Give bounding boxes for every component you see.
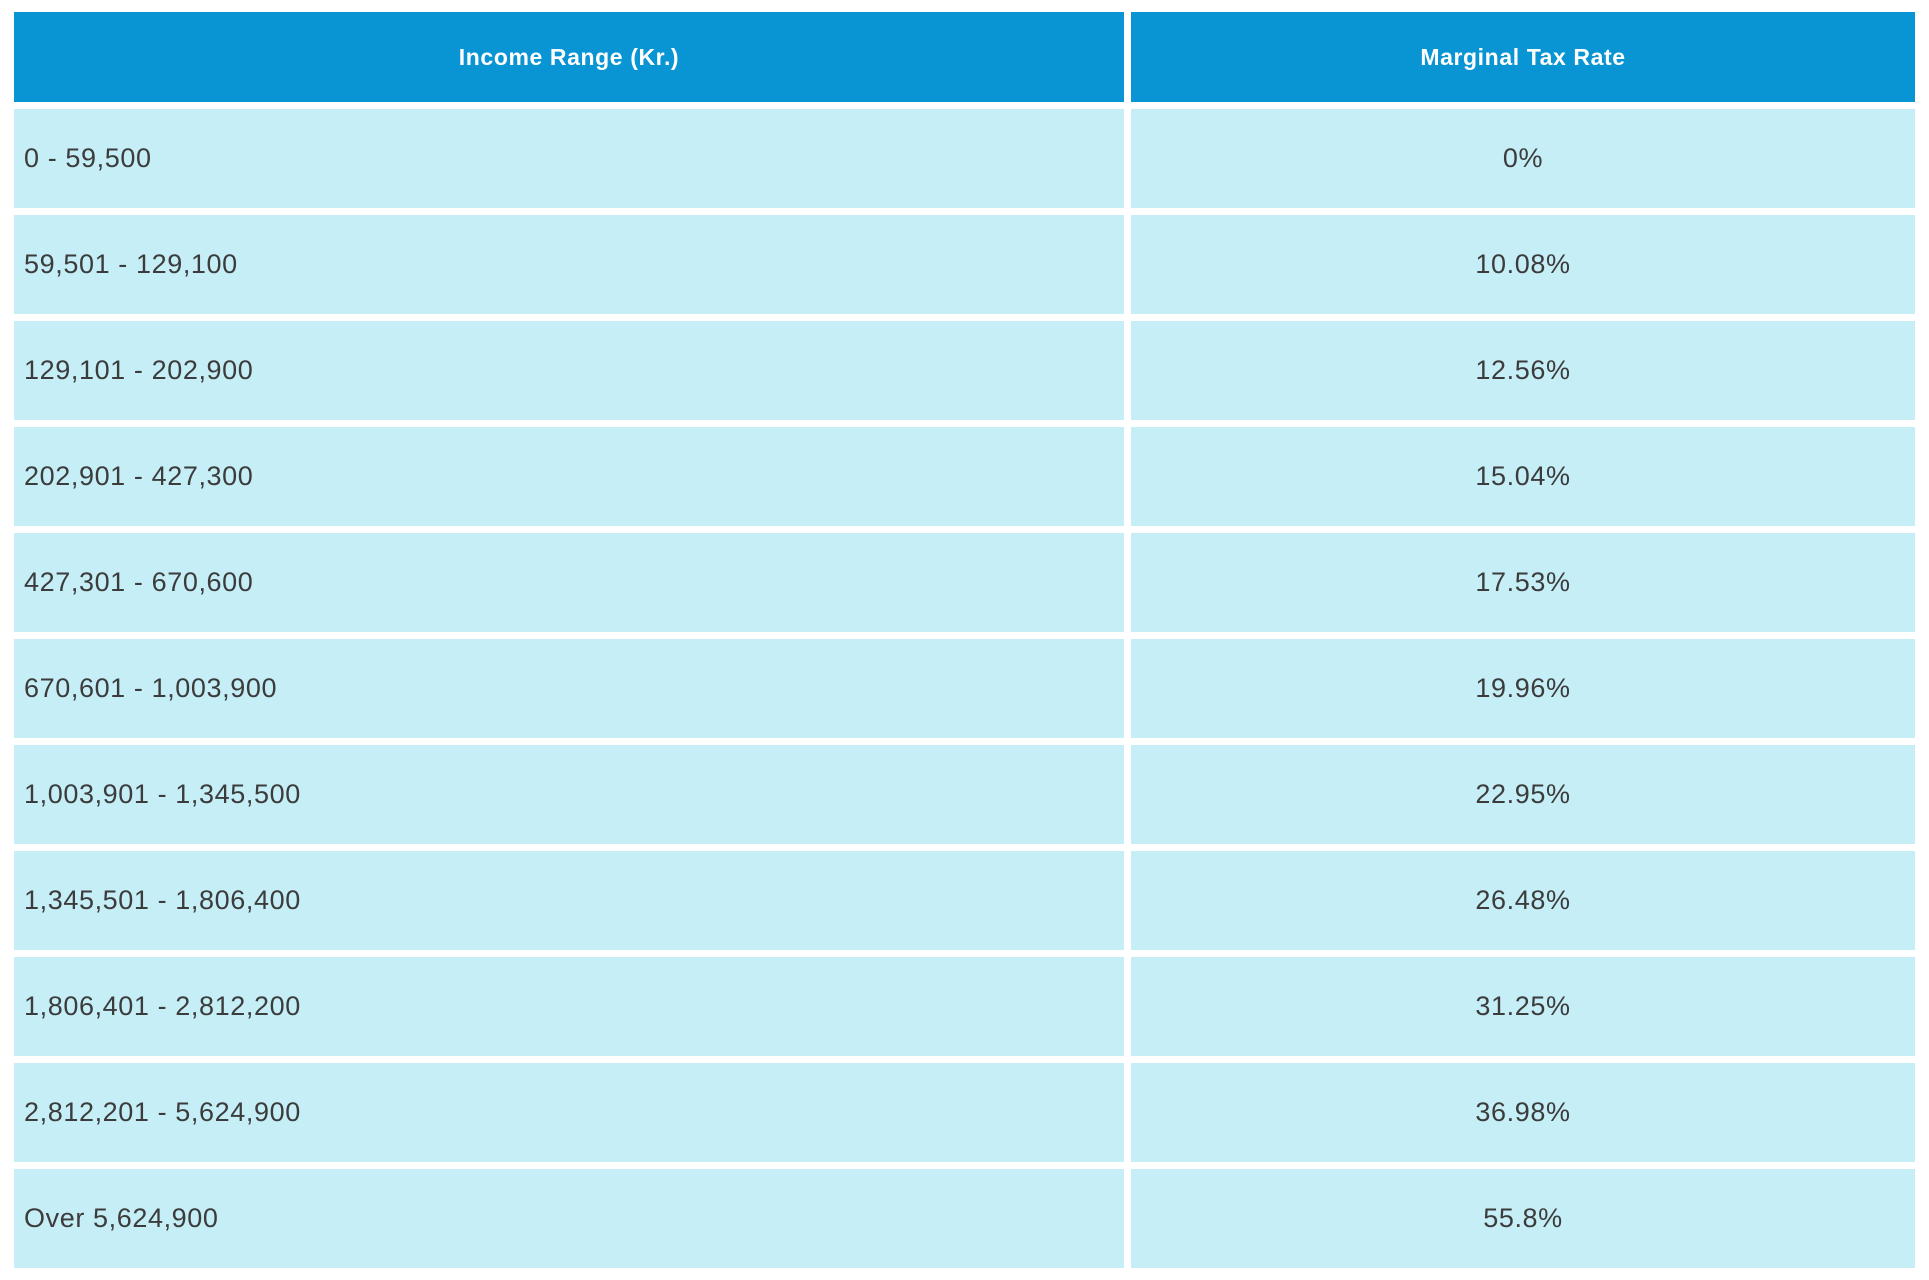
table-row: 202,901 - 427,300 15.04% bbox=[14, 427, 1915, 526]
header-row: Income Range (Kr.) Marginal Tax Rate bbox=[14, 12, 1915, 102]
tax-rate-cell: 19.96% bbox=[1131, 639, 1915, 738]
tax-rate-cell: 0% bbox=[1131, 109, 1915, 208]
table-row: 0 - 59,500 0% bbox=[14, 109, 1915, 208]
income-range-cell: 1,806,401 - 2,812,200 bbox=[14, 957, 1124, 1056]
income-range-cell: 0 - 59,500 bbox=[14, 109, 1124, 208]
income-range-cell: 2,812,201 - 5,624,900 bbox=[14, 1063, 1124, 1162]
income-range-cell: 670,601 - 1,003,900 bbox=[14, 639, 1124, 738]
table-row: 1,806,401 - 2,812,200 31.25% bbox=[14, 957, 1915, 1056]
tax-rate-cell: 15.04% bbox=[1131, 427, 1915, 526]
tax-rate-cell: 10.08% bbox=[1131, 215, 1915, 314]
tax-rate-cell: 26.48% bbox=[1131, 851, 1915, 950]
tax-rate-table: Income Range (Kr.) Marginal Tax Rate 0 -… bbox=[7, 5, 1922, 1275]
tax-rate-cell: 22.95% bbox=[1131, 745, 1915, 844]
income-range-cell: 427,301 - 670,600 bbox=[14, 533, 1124, 632]
table-row: 427,301 - 670,600 17.53% bbox=[14, 533, 1915, 632]
tax-rate-cell: 17.53% bbox=[1131, 533, 1915, 632]
table-row: 59,501 - 129,100 10.08% bbox=[14, 215, 1915, 314]
column-header-marginal-tax-rate: Marginal Tax Rate bbox=[1131, 12, 1915, 102]
income-range-cell: 59,501 - 129,100 bbox=[14, 215, 1124, 314]
column-header-income-range: Income Range (Kr.) bbox=[14, 12, 1124, 102]
income-range-cell: 202,901 - 427,300 bbox=[14, 427, 1124, 526]
tax-rate-cell: 31.25% bbox=[1131, 957, 1915, 1056]
income-range-cell: 1,345,501 - 1,806,400 bbox=[14, 851, 1124, 950]
tax-rate-cell: 36.98% bbox=[1131, 1063, 1915, 1162]
tax-rate-cell: 55.8% bbox=[1131, 1169, 1915, 1268]
table-row: 1,345,501 - 1,806,400 26.48% bbox=[14, 851, 1915, 950]
table-body: 0 - 59,500 0% 59,501 - 129,100 10.08% 12… bbox=[14, 109, 1915, 1268]
table-row: 670,601 - 1,003,900 19.96% bbox=[14, 639, 1915, 738]
table-header: Income Range (Kr.) Marginal Tax Rate bbox=[14, 12, 1915, 102]
table-row: 2,812,201 - 5,624,900 36.98% bbox=[14, 1063, 1915, 1162]
table-row: 129,101 - 202,900 12.56% bbox=[14, 321, 1915, 420]
tax-rate-cell: 12.56% bbox=[1131, 321, 1915, 420]
income-range-cell: Over 5,624,900 bbox=[14, 1169, 1124, 1268]
table-row: Over 5,624,900 55.8% bbox=[14, 1169, 1915, 1268]
income-range-cell: 129,101 - 202,900 bbox=[14, 321, 1124, 420]
table-row: 1,003,901 - 1,345,500 22.95% bbox=[14, 745, 1915, 844]
income-range-cell: 1,003,901 - 1,345,500 bbox=[14, 745, 1124, 844]
